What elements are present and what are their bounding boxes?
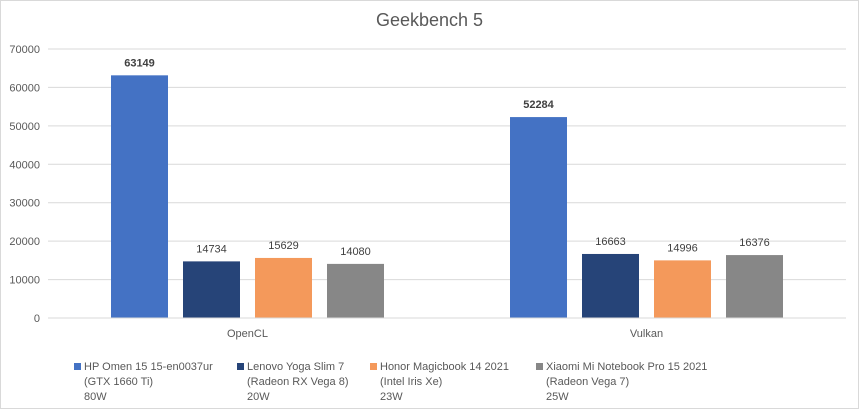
legend-item: Honor Magicbook 14 2021 (Intel Iris Xe) …	[370, 360, 509, 405]
data-label: 15629	[268, 240, 299, 252]
bar	[183, 261, 240, 318]
legend-label: HP Omen 15 15-en0037ur (GTX 1660 Ti) 80W	[84, 361, 213, 403]
data-label: 14996	[667, 242, 698, 254]
chart-title: Geekbench 5	[375, 10, 484, 30]
legend-swatch	[237, 363, 244, 370]
legend-swatch	[74, 363, 81, 370]
data-label: 52284	[523, 99, 554, 111]
y-tick-label: 70000	[9, 44, 40, 56]
x-tick-label: Vulkan	[630, 328, 663, 340]
bar	[654, 260, 711, 318]
legend-label: Honor Magicbook 14 2021 (Intel Iris Xe) …	[380, 361, 510, 403]
legend-swatch	[536, 363, 543, 370]
y-tick-label: 40000	[9, 159, 40, 171]
legend-item: Lenovo Yoga Slim 7 (Radeon RX Vega 8) 20…	[237, 360, 349, 405]
legend-swatch	[370, 363, 377, 370]
data-label: 16376	[739, 237, 770, 249]
legend-label: Lenovo Yoga Slim 7 (Radeon RX Vega 8) 20…	[247, 361, 349, 403]
legend-item: Xiaomi Mi Notebook Pro 15 2021 (Radeon V…	[536, 360, 707, 405]
x-tick-label: OpenCL	[227, 328, 268, 340]
y-tick-label: 10000	[9, 275, 40, 287]
data-label: 16663	[595, 236, 626, 248]
data-label: 14080	[340, 246, 371, 258]
y-tick-label: 60000	[9, 82, 40, 94]
bar	[510, 117, 567, 319]
y-tick-label: 20000	[9, 236, 40, 248]
bar	[111, 75, 168, 318]
data-label: 14734	[196, 243, 227, 255]
y-tick-label: 0	[34, 313, 40, 325]
bar	[582, 253, 639, 318]
y-tick-label: 50000	[9, 121, 40, 133]
bar	[255, 257, 312, 318]
legend-item: HP Omen 15 15-en0037ur (GTX 1660 Ti) 80W	[74, 360, 213, 405]
bar	[327, 263, 384, 318]
bar	[726, 255, 783, 318]
y-tick-label: 30000	[9, 198, 40, 210]
data-label: 63149	[124, 57, 155, 69]
legend-label: Xiaomi Mi Notebook Pro 15 2021 (Radeon V…	[546, 361, 708, 403]
